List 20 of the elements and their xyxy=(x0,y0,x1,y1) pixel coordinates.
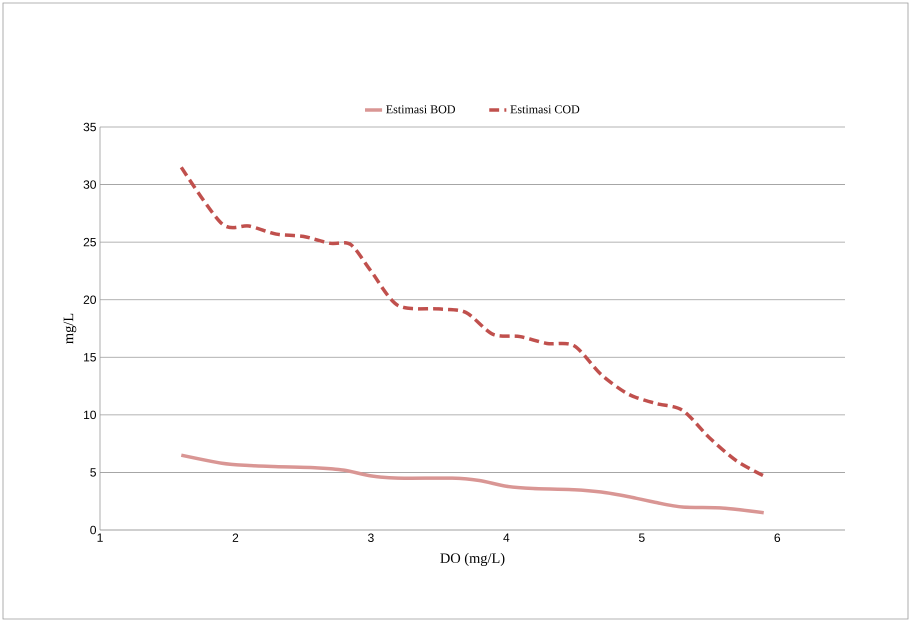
y-tick-label: 25 xyxy=(84,238,96,246)
x-tick-label: 5 xyxy=(638,534,645,542)
y-tick-label: 0 xyxy=(90,526,96,534)
y-tick-label: 30 xyxy=(84,180,96,189)
x-tick-label: 6 xyxy=(774,534,780,542)
line-series xyxy=(180,166,766,478)
y-tick-label: 20 xyxy=(84,295,96,304)
x-tick-label: 1 xyxy=(98,534,103,542)
line-series xyxy=(180,453,766,514)
x-tick-label: 2 xyxy=(232,534,238,542)
y-tick-label: 15 xyxy=(84,353,96,362)
x-axis-title: DO (mg/L) xyxy=(440,552,504,566)
legend-label: Estimasi COD xyxy=(510,105,580,114)
y-tick-label: 10 xyxy=(84,410,96,420)
y-tick-label: 5 xyxy=(90,468,96,477)
y-tick-label: 35 xyxy=(84,122,96,132)
x-tick-label: 4 xyxy=(503,534,510,542)
legend-label: Estimasi BOD xyxy=(386,105,456,114)
x-tick-label: 3 xyxy=(368,534,374,542)
y-axis-title: mg/L xyxy=(64,314,76,344)
